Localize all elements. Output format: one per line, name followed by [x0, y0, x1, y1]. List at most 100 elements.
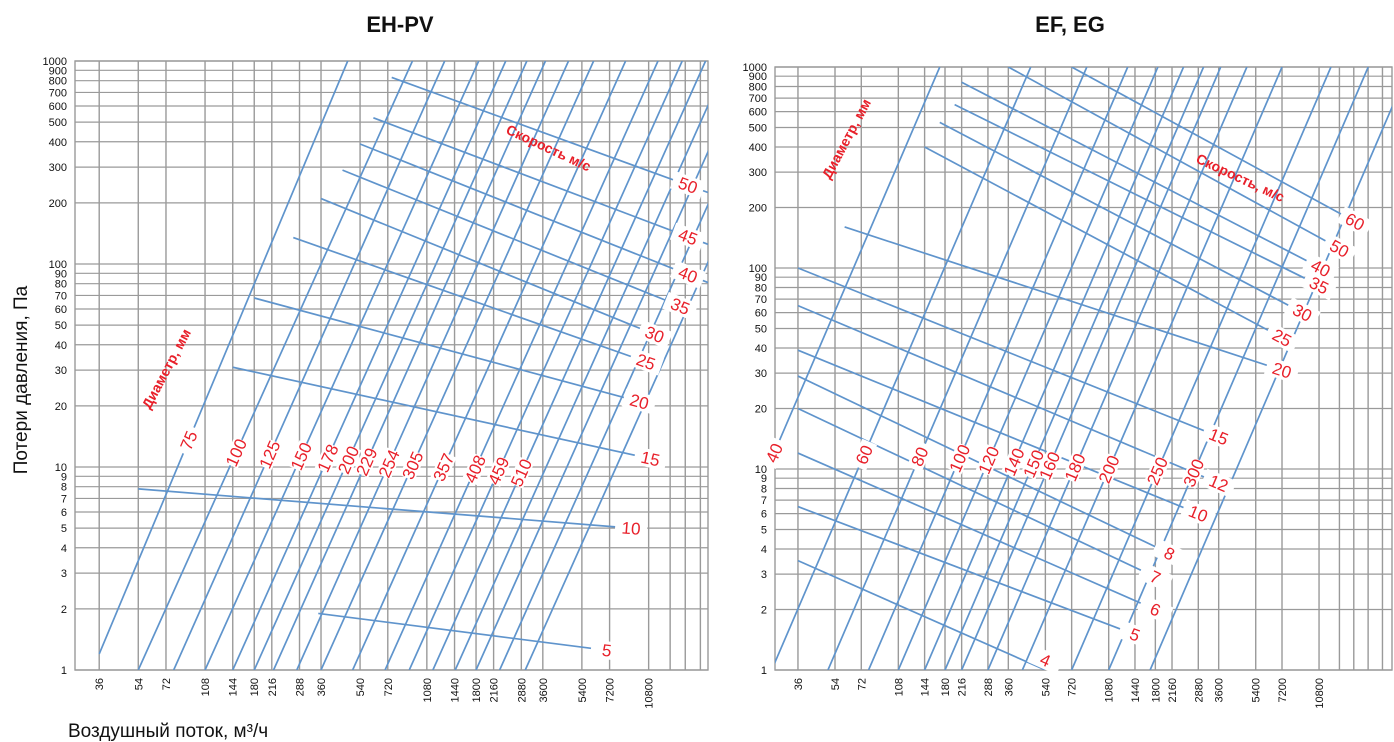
y-tick-label: 600 [749, 107, 767, 119]
x-tick-label: 540 [1040, 678, 1052, 696]
velocity-annotation: Скорость м/с [504, 121, 594, 174]
y-tick-label: 500 [749, 123, 767, 135]
diameter-label-bg [508, 456, 535, 489]
diameter-series-line [775, 67, 941, 454]
x-tick-label: 144 [228, 678, 240, 696]
velocity-label-bg [1336, 206, 1374, 238]
x-tick-label: 1080 [1104, 678, 1116, 702]
velocity-label-bg [632, 446, 668, 471]
x-tick-label: 360 [1003, 678, 1015, 696]
y-tick-label: 300 [49, 162, 67, 174]
y-tick-label: 20 [55, 401, 67, 413]
diameter-series-line [897, 67, 1159, 670]
diameter-series-line [408, 61, 683, 670]
velocity-label-bg [1027, 645, 1064, 675]
x-tick-label: 108 [200, 678, 212, 696]
x-tick-label: 10800 [644, 678, 656, 709]
velocity-series-line [797, 505, 1136, 636]
x-tick-label: 540 [355, 678, 367, 696]
diameter-series-line [475, 149, 708, 670]
y-tick-label: 4 [61, 543, 67, 555]
velocity-label-bg [614, 517, 648, 539]
velocity-series-line [342, 169, 681, 307]
diameter-series-line [253, 61, 528, 670]
y-tick-label: 1 [761, 665, 767, 677]
y-tick-label: 200 [49, 198, 67, 210]
y-tick-label: 1000 [43, 56, 67, 68]
velocity-series-line [797, 267, 1219, 438]
diameter-series-line [867, 67, 1129, 670]
velocity-label-bg [627, 347, 665, 376]
diameter-series-line [987, 67, 1248, 670]
velocity-label-bg [1321, 232, 1358, 265]
diameter-label: 305 [399, 449, 428, 483]
diameter-label-bg [375, 447, 402, 480]
diameter-label-bg [430, 451, 457, 484]
diameter-series-line [231, 61, 507, 670]
velocity-label-bg [1151, 538, 1188, 569]
velocity-label: 10 [621, 518, 641, 538]
x-tick-label: 108 [893, 678, 905, 696]
y-tick-label: 60 [55, 304, 67, 316]
y-tick-label: 900 [49, 65, 67, 77]
diameter-label-bg [288, 440, 315, 473]
y-tick-label: 5 [61, 523, 67, 535]
x-tick-label: 2160 [1167, 678, 1179, 702]
diameter-series-line [351, 61, 627, 670]
velocity-series-line [797, 407, 1156, 578]
x-tick-label: 10800 [1314, 678, 1326, 709]
diameter-series-line [944, 67, 1205, 670]
x-tick-label: 216 [267, 678, 279, 696]
velocity-label-bg [1180, 499, 1217, 528]
diameter-series-line [384, 61, 659, 670]
y-tick-label: 40 [755, 343, 767, 355]
y-tick-label: 80 [755, 282, 767, 294]
velocity-label: 20 [1270, 359, 1294, 383]
x-tick-label: 7200 [605, 678, 617, 702]
velocity-label-bg [1284, 297, 1321, 328]
diameter-label-bg [353, 445, 380, 478]
diameter-annotation: Диаметр, мм [819, 96, 875, 181]
x-tick-label: 3600 [1214, 678, 1226, 702]
x-tick-label: 5400 [1251, 678, 1263, 702]
velocity-label-bg [1302, 252, 1340, 284]
x-tick-label: 720 [383, 678, 395, 696]
y-tick-label: 3 [761, 569, 767, 581]
y-tick-label: 9 [61, 471, 67, 483]
y-tick-label: 8 [61, 482, 67, 494]
velocity-series-line [373, 117, 708, 246]
x-tick-label: 216 [957, 678, 969, 696]
velocity-series-line [924, 146, 1283, 339]
x-tick-label: 2160 [489, 678, 501, 702]
y-tick-label: 90 [755, 272, 767, 284]
velocity-series-line [954, 103, 1320, 287]
velocity-label-bg [1300, 270, 1338, 301]
y-tick-label: 100 [49, 259, 67, 271]
diameter-label-bg [946, 442, 973, 475]
x-tick-label: 2880 [516, 678, 528, 702]
chart-title-ef-eg: EF, EG [1035, 12, 1105, 37]
diameter-label-bg [906, 440, 933, 473]
diameter-label-bg [1062, 451, 1088, 484]
plot-frame [774, 66, 1393, 671]
velocity-label-bg [669, 222, 707, 251]
diameter-label-bg [851, 438, 878, 471]
y-tick-label: 700 [749, 93, 767, 105]
diameter-label: 250 [1143, 454, 1172, 488]
y-tick-label: 600 [49, 101, 67, 113]
x-axis-label: Воздушный поток, м³/ч [68, 721, 268, 742]
diameter-label: 125 [256, 438, 285, 472]
velocity-series-line [1071, 67, 1356, 223]
y-tick-label: 30 [55, 365, 67, 377]
y-tick-label: 2 [61, 604, 67, 616]
diameter-label: 100 [222, 436, 251, 470]
diameter-series-line [923, 67, 1185, 670]
velocity-label-bg [1264, 356, 1301, 384]
y-tick-label: 5 [761, 525, 767, 537]
velocity-series-line [318, 612, 607, 652]
diameter-label-bg [1095, 453, 1122, 486]
chart-title-eh-pv: EH-PV [366, 12, 434, 37]
x-tick-label: 3600 [538, 678, 550, 702]
diameter-label-bg [335, 443, 362, 476]
